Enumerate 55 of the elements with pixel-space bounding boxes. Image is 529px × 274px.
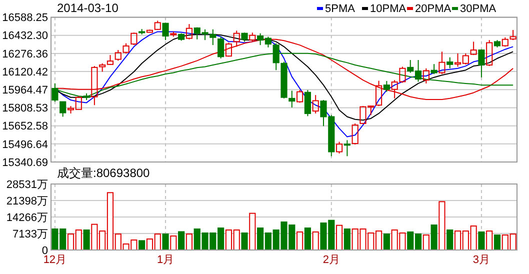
- bar: [241, 232, 248, 250]
- bar: [438, 201, 446, 250]
- x-tick-label: 3月: [472, 254, 490, 266]
- bar: [383, 234, 390, 250]
- bar: [336, 224, 343, 250]
- x-tick-label: 2月: [322, 254, 340, 266]
- candlestick: [241, 32, 248, 42]
- bar: [296, 231, 304, 250]
- bar: [422, 234, 430, 250]
- y-tick-label: 16276.36: [2, 48, 48, 60]
- bar: [344, 228, 350, 250]
- bar: [83, 229, 90, 250]
- candlestick: [446, 56, 454, 69]
- bar: [486, 230, 493, 250]
- y-tick-label: 7133万: [12, 228, 48, 240]
- x-tick-label: 12月: [43, 254, 67, 266]
- bar: [430, 224, 438, 250]
- candlestick: [218, 36, 224, 59]
- y-tick-label: 21398万: [6, 195, 48, 208]
- y-tick-label: 28531万: [6, 178, 48, 191]
- y-tick-label: 15340.69: [2, 156, 48, 169]
- bar: [312, 231, 319, 250]
- bar: [138, 240, 146, 250]
- y-tick-label: 15496.64: [2, 138, 48, 151]
- y-tick-label: 15964.47: [2, 84, 48, 96]
- bar: [304, 228, 311, 250]
- candlestick: [344, 140, 350, 157]
- candlestick: [304, 90, 311, 117]
- y-tick-label: 16588.25: [2, 12, 48, 24]
- candlestick: [162, 22, 169, 41]
- bar: [178, 231, 185, 250]
- y-tick-label: 14266万: [6, 212, 48, 224]
- bar: [249, 212, 256, 250]
- y-tick-label: 15652.58: [2, 120, 48, 133]
- bar: [478, 231, 485, 250]
- candlestick: [430, 64, 438, 75]
- y-tick-label: 15808.53: [2, 102, 48, 115]
- x-tick-label: 1月: [156, 254, 174, 266]
- bar: [170, 236, 177, 250]
- chart-title: 成交量:80693800: [57, 166, 150, 180]
- legend-label: 10PMA: [370, 2, 407, 15]
- candlestick: [478, 48, 485, 78]
- bar: [186, 234, 193, 250]
- bar: [494, 234, 501, 250]
- chart-title: 2014-03-10: [57, 1, 119, 16]
- y-tick-label: 16120.42: [2, 66, 48, 78]
- legend-label: 5PMA: [325, 2, 356, 15]
- bar: [162, 234, 169, 250]
- legend-label: 20PMA: [415, 2, 452, 15]
- y-tick-label: 16432.30: [2, 30, 48, 42]
- candlestick: [288, 90, 296, 108]
- candlestick: [60, 101, 66, 118]
- legend-label: 30PMA: [460, 2, 497, 15]
- candlestick: [383, 80, 390, 92]
- bar: [446, 229, 454, 250]
